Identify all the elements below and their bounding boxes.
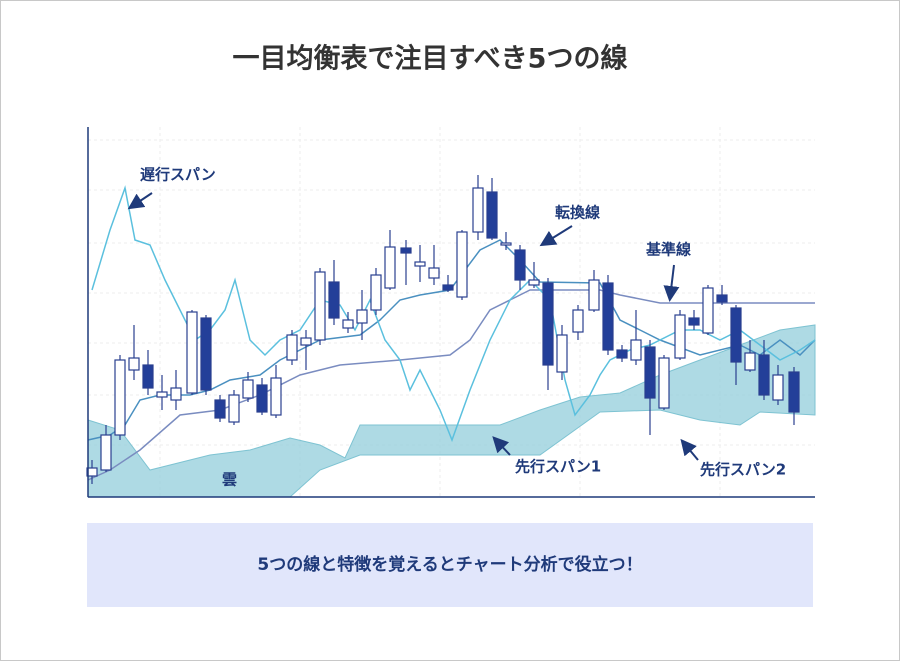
tenkan-line (87, 239, 816, 441)
candle-body (314, 271, 326, 341)
candle-body (456, 231, 468, 298)
label: 基準線 (645, 241, 691, 259)
candle-body (556, 334, 568, 373)
arrow (539, 225, 573, 247)
candle-body (270, 377, 282, 416)
candle-body (228, 394, 240, 423)
candle-body (242, 379, 254, 399)
candle-body (730, 307, 742, 363)
candle-body (356, 309, 368, 324)
candle-body (644, 346, 656, 399)
candle-body (744, 352, 756, 371)
candle-body (602, 282, 614, 351)
candle-body (616, 349, 628, 359)
candle-body (300, 337, 312, 346)
candles (86, 175, 800, 484)
candle-body (286, 334, 298, 361)
label: 転換線 (555, 204, 600, 222)
candle-body (658, 357, 670, 409)
candle-body (200, 317, 212, 391)
chikou-line (91, 185, 816, 443)
candle-body (514, 249, 526, 281)
candle-body (788, 371, 800, 413)
candle-body (542, 282, 554, 366)
kijun-line (87, 289, 815, 481)
candle-body (528, 279, 540, 286)
label: 先行スパン2 (700, 461, 786, 479)
candle-body (428, 267, 440, 279)
candle-body (400, 247, 412, 254)
candle-body (414, 261, 426, 267)
candle-body (128, 357, 140, 371)
candle-body (114, 359, 126, 436)
candle-body (214, 399, 226, 419)
candle-body (688, 317, 700, 326)
title: 一目均衡表で注目すべき5つの線 (233, 43, 628, 75)
candle-body (716, 294, 728, 303)
candle-body (156, 391, 168, 398)
label: 雲 (222, 471, 237, 489)
candle-body (384, 246, 396, 289)
arrows (127, 192, 699, 461)
arrow (127, 192, 153, 210)
candle-body (500, 242, 512, 246)
candle-body (702, 287, 714, 334)
candle-body (100, 434, 112, 471)
arrow (680, 438, 699, 461)
label: 先行スパン1 (515, 458, 601, 476)
candle-body (572, 309, 584, 333)
candle-body (186, 311, 198, 394)
candle-body (472, 187, 484, 233)
candle-body (772, 374, 784, 401)
candle-body (256, 384, 268, 413)
candle-body (142, 364, 154, 389)
footer-box (87, 523, 813, 607)
candle-body (328, 281, 340, 319)
arrow (663, 264, 680, 302)
candle-body (342, 319, 354, 329)
candle-body (674, 314, 686, 359)
candle-body (442, 284, 454, 291)
candle-body (486, 191, 498, 239)
label: 遅行スパン (140, 166, 216, 184)
candle-body (758, 354, 770, 396)
arrow (492, 436, 511, 456)
candle-body (630, 339, 642, 361)
candle-body (86, 467, 98, 477)
footer-text: 5つの線と特徴を覚えるとチャート分析で役立つ！ (257, 554, 642, 575)
candle-body (370, 274, 382, 311)
candle-body (588, 279, 600, 311)
candle-body (170, 387, 182, 401)
